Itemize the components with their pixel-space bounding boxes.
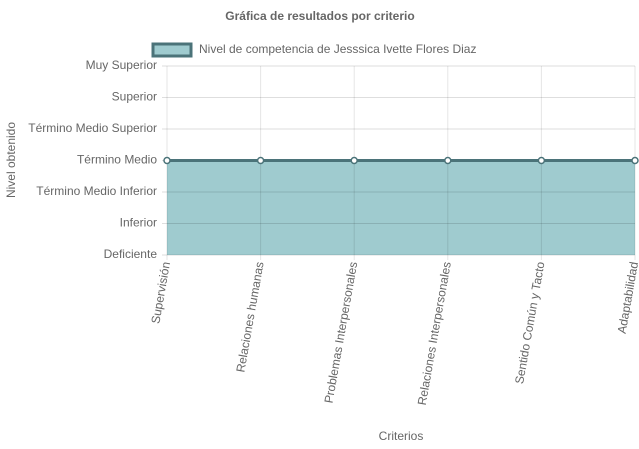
y-tick-label: Término Medio bbox=[77, 153, 157, 167]
chart-title: Gráfica de resultados por criterio bbox=[225, 9, 414, 23]
y-tick-label: Muy Superior bbox=[86, 58, 157, 72]
x-tick-label: Problemas Interpersonales bbox=[322, 261, 361, 405]
x-tick-label: Relaciones humanas bbox=[233, 261, 266, 374]
point bbox=[631, 156, 639, 165]
area bbox=[167, 160, 635, 255]
legend-label: Nivel de competencia de Jesssica Ivette … bbox=[199, 42, 476, 56]
x-tick-label: Relaciones Interpersonales bbox=[415, 261, 454, 407]
point bbox=[163, 156, 171, 165]
x-axis-title: Criterios bbox=[379, 429, 424, 443]
y-tick-label: Inferior bbox=[120, 216, 157, 230]
y-tick-label: Término Medio Inferior bbox=[36, 184, 157, 198]
point bbox=[537, 156, 546, 165]
point bbox=[256, 156, 265, 165]
y-tick-label: Término Medio Superior bbox=[28, 121, 157, 135]
point bbox=[444, 156, 452, 165]
y-tick-label: Superior bbox=[112, 90, 157, 104]
x-tick-label: Sentido Común y Tacto bbox=[512, 260, 547, 385]
y-tick-label: Deficiente bbox=[104, 247, 158, 261]
x-tick-label: Adaptabilidad bbox=[615, 261, 639, 335]
legend-swatch bbox=[151, 42, 193, 58]
point bbox=[350, 156, 358, 165]
x-tick-label: Supervisión bbox=[148, 261, 173, 325]
y-axis-title: Nivel obtenido bbox=[4, 122, 18, 198]
